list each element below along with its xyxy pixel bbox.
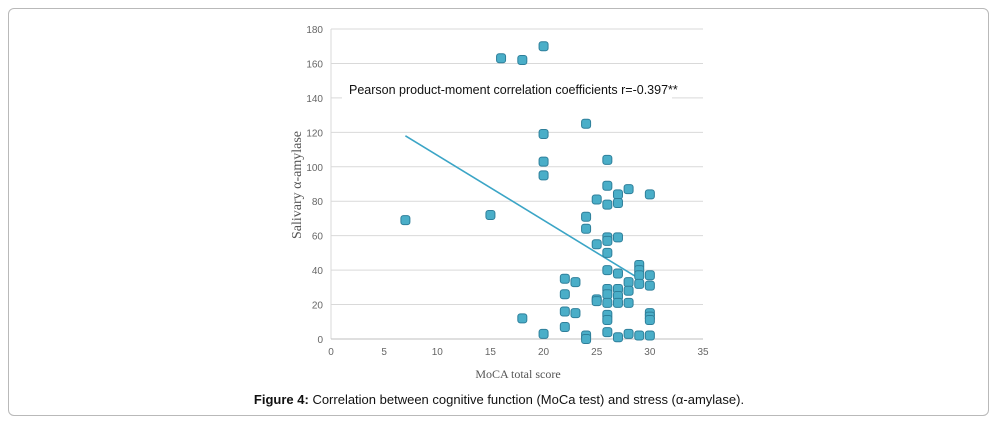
y-tick-label: 80	[312, 197, 324, 208]
data-point	[602, 180, 613, 191]
x-tick-label: 0	[328, 347, 334, 358]
data-point	[644, 280, 655, 291]
data-point	[644, 330, 655, 341]
trendline-group	[404, 135, 640, 280]
data-point	[612, 197, 623, 208]
data-point	[623, 285, 634, 296]
data-point	[602, 199, 613, 210]
data-point	[602, 327, 613, 338]
data-point	[644, 315, 655, 326]
data-point	[612, 268, 623, 279]
y-tick-label: 20	[312, 301, 324, 312]
y-tick-label: 40	[312, 266, 324, 277]
data-point	[559, 306, 570, 317]
data-point	[602, 235, 613, 246]
x-tick-label: 20	[538, 347, 550, 358]
data-point	[485, 210, 496, 220]
data-point	[602, 247, 613, 258]
x-tick-label: 30	[644, 347, 656, 358]
data-point	[538, 170, 549, 181]
figure-caption: Figure 4: Correlation between cognitive …	[0, 392, 998, 407]
data-point	[623, 328, 634, 339]
trendline	[404, 135, 640, 280]
axes	[330, 29, 703, 340]
data-point	[612, 232, 623, 243]
figure-frame	[8, 8, 989, 416]
data-point	[634, 278, 645, 289]
grid-lines	[331, 28, 703, 340]
x-tick-label: 15	[485, 347, 497, 358]
data-point	[581, 223, 592, 234]
data-point	[538, 328, 549, 339]
y-tick-label: 0	[317, 335, 323, 346]
data-point	[623, 184, 634, 195]
data-point	[602, 289, 613, 300]
data-point	[612, 332, 623, 343]
data-point	[591, 239, 602, 250]
data-point	[581, 118, 592, 129]
y-tick-label: 160	[306, 59, 323, 70]
caption-text: Correlation between cognitive function (…	[312, 392, 745, 407]
data-point	[559, 273, 570, 284]
y-axis-label: Salivary α-amylase	[290, 131, 305, 239]
data-point	[602, 154, 613, 165]
data-point	[591, 296, 602, 307]
data-point	[517, 55, 528, 65]
data-point	[612, 189, 623, 200]
data-point	[570, 308, 581, 319]
y-tick-label: 100	[306, 163, 323, 174]
x-tick-label: 10	[432, 347, 444, 358]
tick-labels: 0 20 40 60 80 100 120 140 160 180 0 5 10 15 20 25 30 35	[306, 25, 709, 358]
x-tick-label: 25	[591, 347, 603, 358]
data-point	[581, 211, 592, 222]
data-point	[517, 313, 528, 324]
data-point	[644, 189, 655, 200]
data-point	[644, 270, 655, 281]
x-tick-label: 35	[697, 347, 709, 358]
data-point	[538, 41, 549, 52]
data-point	[591, 194, 602, 205]
data-point	[570, 277, 581, 288]
data-point	[602, 315, 613, 326]
y-tick-label: 60	[312, 232, 324, 243]
data-point	[538, 156, 549, 167]
caption-label: Figure 4:	[253, 392, 309, 407]
data-point	[602, 297, 613, 308]
x-axis-label: MoCA total score	[475, 367, 560, 381]
data-point	[623, 297, 634, 308]
y-tick-label: 140	[306, 94, 323, 105]
data-point	[400, 215, 411, 226]
annotation-background	[342, 78, 672, 100]
data-point	[602, 265, 613, 276]
data-point	[634, 330, 645, 341]
data-point	[559, 289, 570, 300]
data-point	[559, 321, 570, 332]
correlation-annotation: Pearson product-moment correlation coeff…	[349, 83, 678, 97]
y-tick-label: 180	[306, 25, 323, 36]
x-tick-label: 5	[381, 347, 387, 358]
data-point	[623, 277, 634, 288]
data-point	[538, 129, 549, 140]
data-point	[581, 334, 592, 344]
y-tick-label: 120	[306, 128, 323, 139]
data-points	[400, 41, 655, 344]
data-point	[496, 53, 507, 64]
data-point	[634, 270, 645, 281]
data-point	[612, 297, 623, 308]
